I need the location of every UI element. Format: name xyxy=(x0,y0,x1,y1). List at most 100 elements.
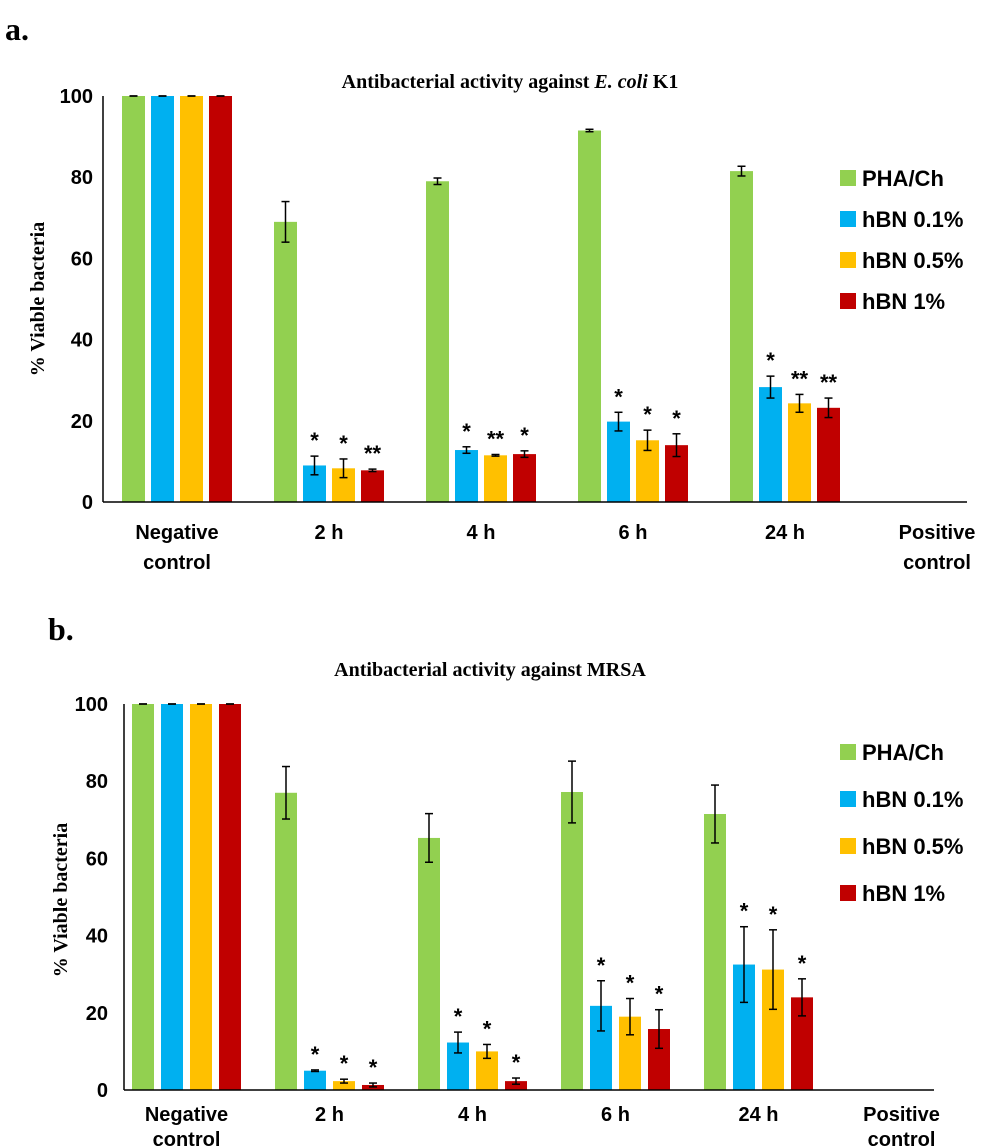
legend-swatch xyxy=(840,211,856,227)
bar-hbn-0-1- xyxy=(447,1042,469,1090)
significance-mark: * xyxy=(483,1016,492,1041)
error-bar xyxy=(491,453,500,457)
bar-hbn-0-1- xyxy=(455,450,478,502)
y-tick-label: 20 xyxy=(86,1003,108,1025)
bar-hbn-0-1- xyxy=(607,421,630,502)
x-tick-label: Positive xyxy=(899,522,976,544)
error-bar xyxy=(737,165,746,177)
bar-pha-ch xyxy=(275,792,297,1090)
error-bar xyxy=(340,1078,348,1084)
x-tick-label: 24 h xyxy=(765,522,805,544)
bar-pha-ch xyxy=(730,171,753,503)
chart-title-species: E. coli xyxy=(593,71,648,93)
significance-mark: * xyxy=(369,1055,378,1080)
bar-hbn-1- xyxy=(209,96,232,502)
significance-mark: * xyxy=(769,902,778,927)
legend-entry: hBN 0.5% xyxy=(862,834,963,859)
y-tick-label: 100 xyxy=(75,694,108,716)
y-tick-label: 60 xyxy=(86,848,108,870)
bar-hbn-0-1- xyxy=(733,964,755,1090)
bar-hbn-0-5- xyxy=(332,468,355,502)
error-bar xyxy=(614,411,623,432)
error-bar xyxy=(798,978,806,1017)
chart-title-text: Antibacterial activity against xyxy=(342,71,595,93)
significance-mark: * xyxy=(798,951,807,976)
significance-mark: * xyxy=(454,1004,463,1029)
significance-mark: ** xyxy=(487,426,505,451)
error-bar xyxy=(672,433,681,458)
chart-title: Antibacterial activity against MRSA xyxy=(334,659,646,681)
significance-mark: * xyxy=(310,428,319,453)
legend-swatch xyxy=(840,293,856,309)
error-bar xyxy=(824,397,833,419)
legend-entry: PHA/Ch xyxy=(862,166,944,191)
significance-mark: * xyxy=(340,1051,349,1076)
error-bar xyxy=(462,446,471,455)
bar-hbn-0-5- xyxy=(762,969,784,1090)
y-tick-label: 100 xyxy=(60,86,93,108)
bar-hbn-1- xyxy=(505,1081,527,1090)
panel-label: a. xyxy=(5,11,29,47)
significance-mark: * xyxy=(643,402,652,427)
bar-hbn-1- xyxy=(791,997,813,1090)
bar-hbn-0-5- xyxy=(476,1051,498,1090)
chart-title-text: Antibacterial activity against MRSA xyxy=(334,659,646,681)
error-bar xyxy=(368,468,377,473)
significance-mark: * xyxy=(672,406,681,431)
error-bar xyxy=(740,925,748,1004)
bar-pha-ch xyxy=(704,814,726,1090)
chart-title-strain: K1 xyxy=(648,71,679,93)
legend-swatch xyxy=(840,791,856,807)
chart-title: Antibacterial activity against E. coli K… xyxy=(342,71,679,93)
bar-hbn-0-1- xyxy=(303,465,326,502)
legend-swatch xyxy=(840,838,856,854)
error-bar xyxy=(769,929,777,1011)
x-tick-label: 4 h xyxy=(467,522,496,544)
bar-pha-ch xyxy=(578,130,601,502)
bar-hbn-0-1- xyxy=(590,1005,612,1090)
legend-entry: PHA/Ch xyxy=(862,740,944,765)
x-tick-label: Negative xyxy=(135,522,218,544)
significance-mark: ** xyxy=(364,441,382,466)
y-tick-label: 80 xyxy=(86,771,108,793)
x-tick-label: control xyxy=(903,552,971,574)
legend: PHA/Ch hBN 0.1% hBN 0.5% hBN 1% xyxy=(840,740,963,906)
x-tick-label: 24 h xyxy=(738,1104,778,1126)
bar-hbn-1- xyxy=(219,704,241,1090)
legend-entry: hBN 0.1% xyxy=(862,787,963,812)
bar-pha-ch xyxy=(122,96,145,502)
error-bar xyxy=(369,1082,377,1088)
bar-hbn-0-5- xyxy=(484,455,507,502)
bar-hbn-0-5- xyxy=(190,704,212,1090)
significance-mark: * xyxy=(311,1042,320,1067)
legend-swatch xyxy=(840,885,856,901)
error-bar xyxy=(483,1043,491,1060)
error-bar xyxy=(454,1031,462,1054)
error-bar xyxy=(597,980,605,1032)
legend-entry: hBN 1% xyxy=(862,881,945,906)
error-bar xyxy=(281,200,290,243)
bar-hbn-0-1- xyxy=(161,704,183,1090)
error-bar xyxy=(795,393,804,414)
x-tick-label: control xyxy=(868,1129,936,1148)
y-tick-label: 40 xyxy=(71,330,93,352)
significance-mark: * xyxy=(766,348,775,373)
x-tick-label: control xyxy=(153,1129,221,1148)
legend-entry: hBN 0.1% xyxy=(862,207,963,232)
legend: PHA/Ch hBN 0.1% hBN 0.5% hBN 1% xyxy=(840,166,963,314)
bar-hbn-0-1- xyxy=(151,96,174,502)
legend-swatch xyxy=(840,252,856,268)
error-bar xyxy=(310,455,319,476)
panel-label: b. xyxy=(48,611,74,647)
y-axis-label: % Viable bacteria xyxy=(50,823,72,977)
bar-hbn-0-1- xyxy=(304,1070,326,1090)
bar-hbn-0-5- xyxy=(180,96,203,502)
bar-hbn-0-5- xyxy=(788,403,811,502)
significance-mark: ** xyxy=(791,366,809,391)
error-bar xyxy=(568,760,576,824)
error-bar xyxy=(766,375,775,399)
significance-mark: * xyxy=(614,384,623,409)
chart-panel-b: b. Antibacterial activity against MRSA % V… xyxy=(48,611,963,1148)
error-bar xyxy=(339,458,348,479)
